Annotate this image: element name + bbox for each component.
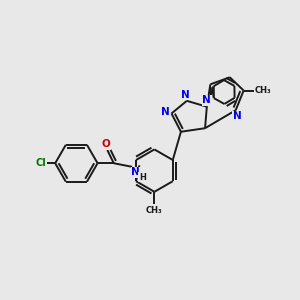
- Text: N: N: [131, 167, 140, 177]
- Text: N: N: [202, 95, 211, 105]
- Text: CH₃: CH₃: [254, 86, 271, 95]
- Text: N: N: [160, 107, 169, 117]
- Text: Cl: Cl: [36, 158, 47, 168]
- Text: CH₃: CH₃: [146, 206, 163, 214]
- Text: N: N: [181, 90, 190, 100]
- Text: N: N: [233, 111, 242, 121]
- Text: O: O: [101, 139, 110, 149]
- Text: H: H: [139, 172, 146, 182]
